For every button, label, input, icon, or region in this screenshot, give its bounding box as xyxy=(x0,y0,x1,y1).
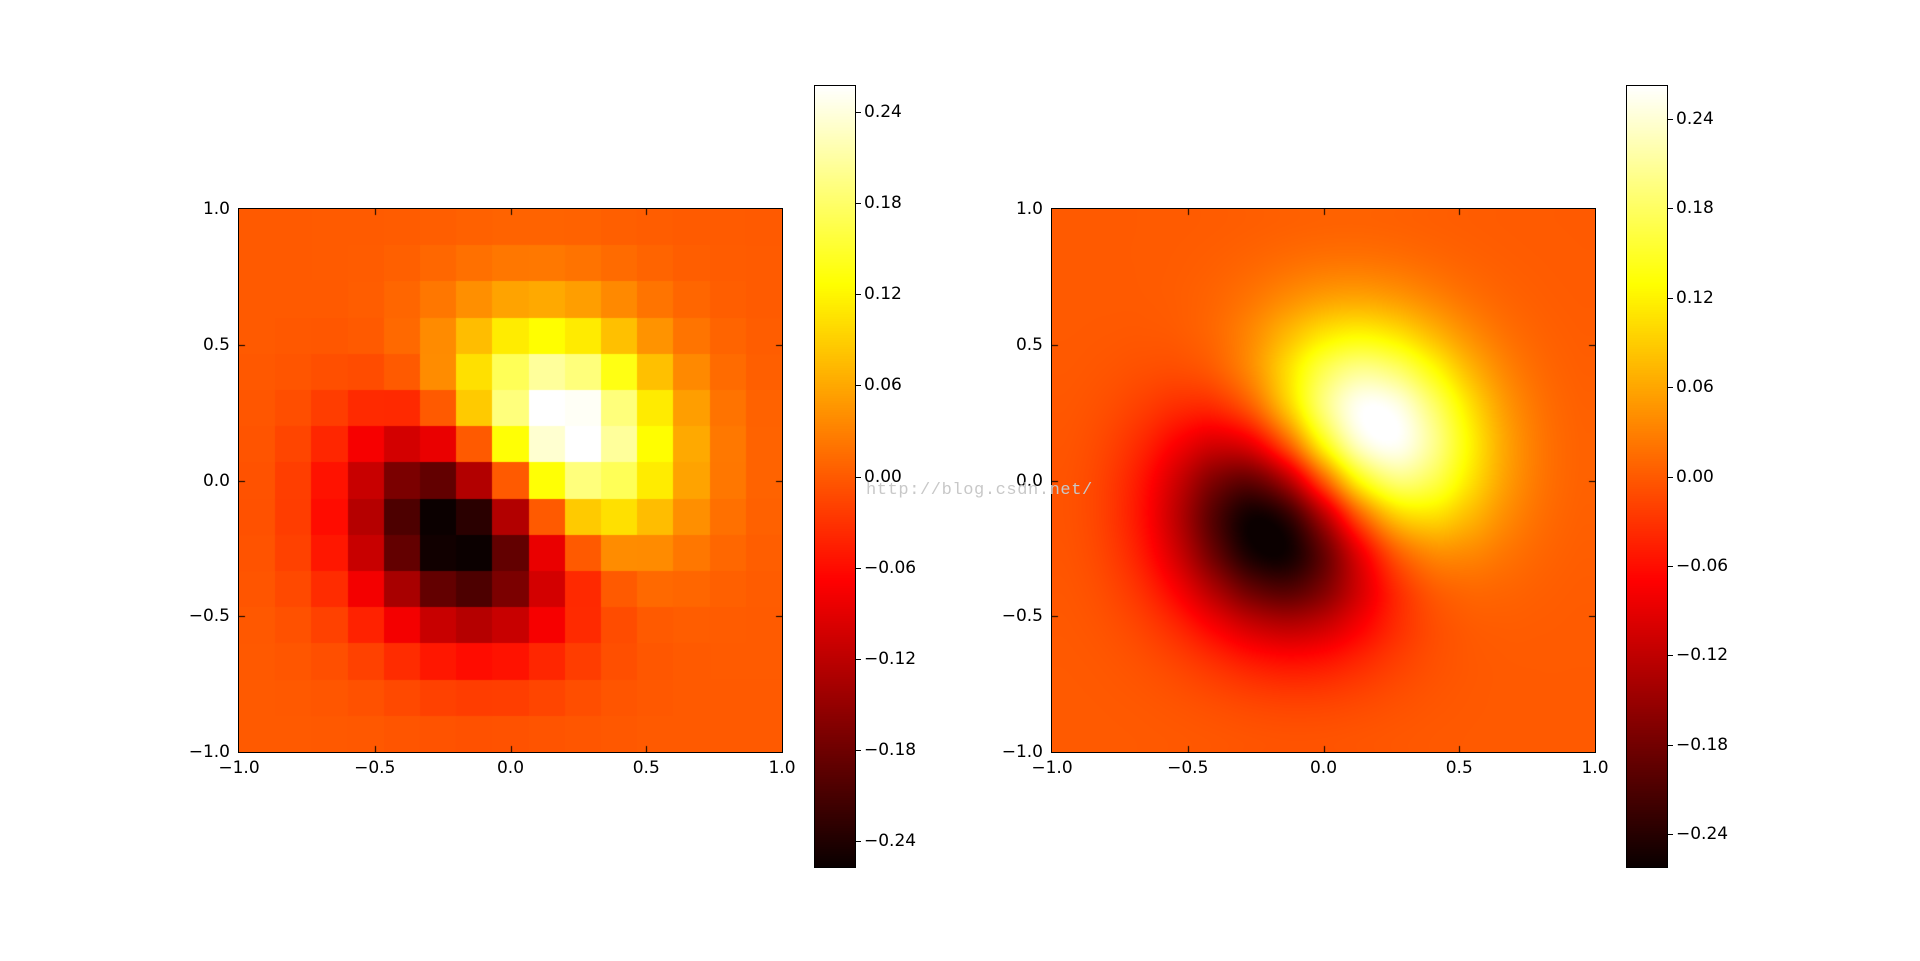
x-tick-label: 0.5 xyxy=(1445,758,1473,778)
colorbar-tick-mark xyxy=(856,841,861,842)
colorbar-tick-label: 0.24 xyxy=(864,102,902,123)
colorbar-tick-label: 0.24 xyxy=(1676,108,1714,129)
colorbar-tick-label: 0.12 xyxy=(864,284,902,305)
y-tick-label: 0.0 xyxy=(202,470,230,491)
colorbar-tick-mark xyxy=(856,750,861,751)
y-tick-label: 1.0 xyxy=(1015,199,1043,219)
colorbar-tick-label: 0.12 xyxy=(1676,287,1714,308)
colorbar-tick-label: −0.12 xyxy=(1676,645,1729,666)
colorbar-tick-mark xyxy=(1668,745,1673,746)
colorbar-tick-mark xyxy=(856,568,861,569)
colorbar-tick-mark xyxy=(856,477,861,478)
colorbar-tick-mark xyxy=(1668,566,1673,567)
x-tick-label: −1.0 xyxy=(1031,758,1073,778)
colorbar-tick-mark xyxy=(856,294,861,295)
colorbar-tick-mark xyxy=(1668,477,1673,478)
colorbar-tick-label: −0.18 xyxy=(864,739,917,760)
x-tick-label: 1.0 xyxy=(1581,758,1609,778)
x-tick-label: 1.0 xyxy=(768,758,796,778)
colorbar-tick-label: 0.00 xyxy=(1676,466,1714,487)
y-tick-label: 1.0 xyxy=(202,199,230,219)
left-heatmap-image xyxy=(238,208,783,753)
colorbar-tick-label: 0.06 xyxy=(864,375,902,396)
colorbar-tick-mark xyxy=(856,385,861,386)
y-tick-label: 0.5 xyxy=(1015,334,1043,355)
left-colorbar xyxy=(814,85,856,868)
y-tick-label: −1.0 xyxy=(1001,742,1043,762)
watermark-text: http://blog.csdn.net/ xyxy=(866,481,1093,500)
colorbar-tick-mark xyxy=(856,112,861,113)
right-heatmap-image xyxy=(1051,208,1596,753)
colorbar-tick-mark xyxy=(1668,208,1673,209)
y-tick-label: −1.0 xyxy=(188,742,230,762)
colorbar-tick-mark xyxy=(856,203,861,204)
x-tick-label: −1.0 xyxy=(218,758,260,778)
colorbar-tick-label: 0.06 xyxy=(1676,377,1714,398)
colorbar-tick-label: −0.12 xyxy=(864,648,917,669)
colorbar-tick-label: −0.24 xyxy=(1676,824,1729,845)
colorbar-tick-mark xyxy=(1668,655,1673,656)
x-tick-label: −0.5 xyxy=(1167,758,1209,778)
x-tick-label: −0.5 xyxy=(354,758,396,778)
y-tick-label: 0.5 xyxy=(202,334,230,355)
colorbar-tick-label: 0.18 xyxy=(1676,198,1714,219)
y-tick-label: 0.0 xyxy=(1015,470,1043,491)
right-colorbar xyxy=(1626,85,1668,868)
colorbar-tick-label: 0.00 xyxy=(864,466,902,487)
x-tick-label: 0.0 xyxy=(496,758,525,778)
colorbar-tick-label: −0.06 xyxy=(864,557,917,578)
y-tick-label: −0.5 xyxy=(1001,606,1043,627)
colorbar-tick-label: 0.18 xyxy=(864,193,902,214)
x-tick-label: 0.0 xyxy=(1309,758,1338,778)
colorbar-tick-label: −0.24 xyxy=(864,830,917,851)
colorbar-tick-label: −0.18 xyxy=(1676,734,1729,755)
y-tick-label: −0.5 xyxy=(188,606,230,627)
x-tick-label: 0.5 xyxy=(632,758,660,778)
colorbar-tick-label: −0.06 xyxy=(1676,555,1729,576)
colorbar-tick-mark xyxy=(856,659,861,660)
colorbar-tick-mark xyxy=(1668,834,1673,835)
colorbar-tick-mark xyxy=(1668,298,1673,299)
colorbar-tick-mark xyxy=(1668,387,1673,388)
colorbar-tick-mark xyxy=(1668,119,1673,120)
